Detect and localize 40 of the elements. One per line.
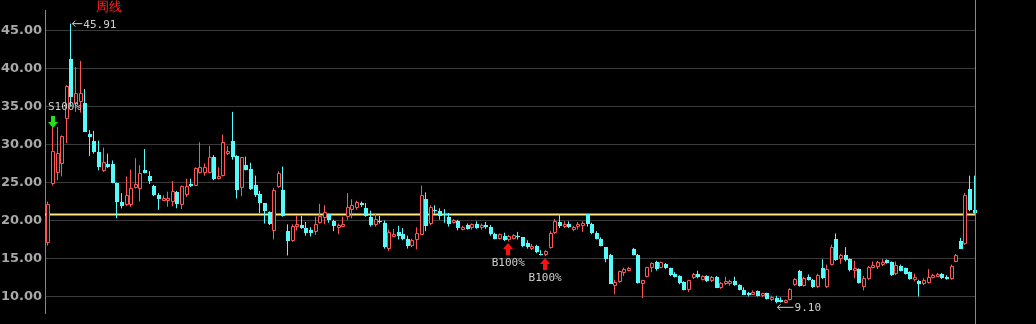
y-tick-label: 40.00: [0, 59, 42, 75]
candlestick: [314, 216, 318, 236]
annotation: 9.10: [794, 301, 822, 315]
candlestick: [115, 182, 119, 219]
candlestick: [286, 223, 290, 256]
candlestick: [97, 140, 101, 171]
candlestick: [383, 220, 387, 250]
candlestick: [92, 130, 96, 155]
candlestick: [129, 169, 133, 208]
candlestick: [60, 134, 64, 177]
candlestick: [88, 129, 92, 157]
candlestick: [830, 244, 834, 266]
y-tick-label: 25.00: [0, 173, 42, 189]
candlestick: [963, 192, 967, 246]
candlestick: [125, 175, 129, 207]
y-tick-label: 10.00: [0, 287, 42, 303]
y-tick-label: 20.00: [0, 211, 42, 227]
candlestick: [134, 157, 138, 190]
candlestick: [194, 166, 198, 187]
annotation: B100%: [528, 270, 562, 284]
candlestick: [346, 192, 350, 221]
chart-title: 周线: [96, 0, 122, 16]
candlestick: [821, 258, 825, 280]
candlestick: [212, 154, 216, 181]
candlestick: [433, 204, 437, 215]
annotation: 45.91: [83, 18, 117, 32]
candlestick: [263, 202, 267, 225]
candlestick: [968, 175, 972, 212]
annotation: B100%: [491, 255, 526, 269]
candlestick: [143, 148, 147, 174]
y-tick-label: 30.00: [0, 135, 42, 151]
candlestick: [641, 279, 645, 299]
y-tick-label: 15.00: [0, 249, 42, 265]
y-tick-label: 45.00: [0, 21, 42, 37]
y-tick-label: 35.00: [0, 97, 42, 113]
candlestick: [46, 201, 50, 247]
candlestick: [272, 187, 276, 240]
candlestick: [834, 232, 838, 262]
candlestick: [138, 164, 142, 203]
candlestick: [825, 264, 829, 289]
